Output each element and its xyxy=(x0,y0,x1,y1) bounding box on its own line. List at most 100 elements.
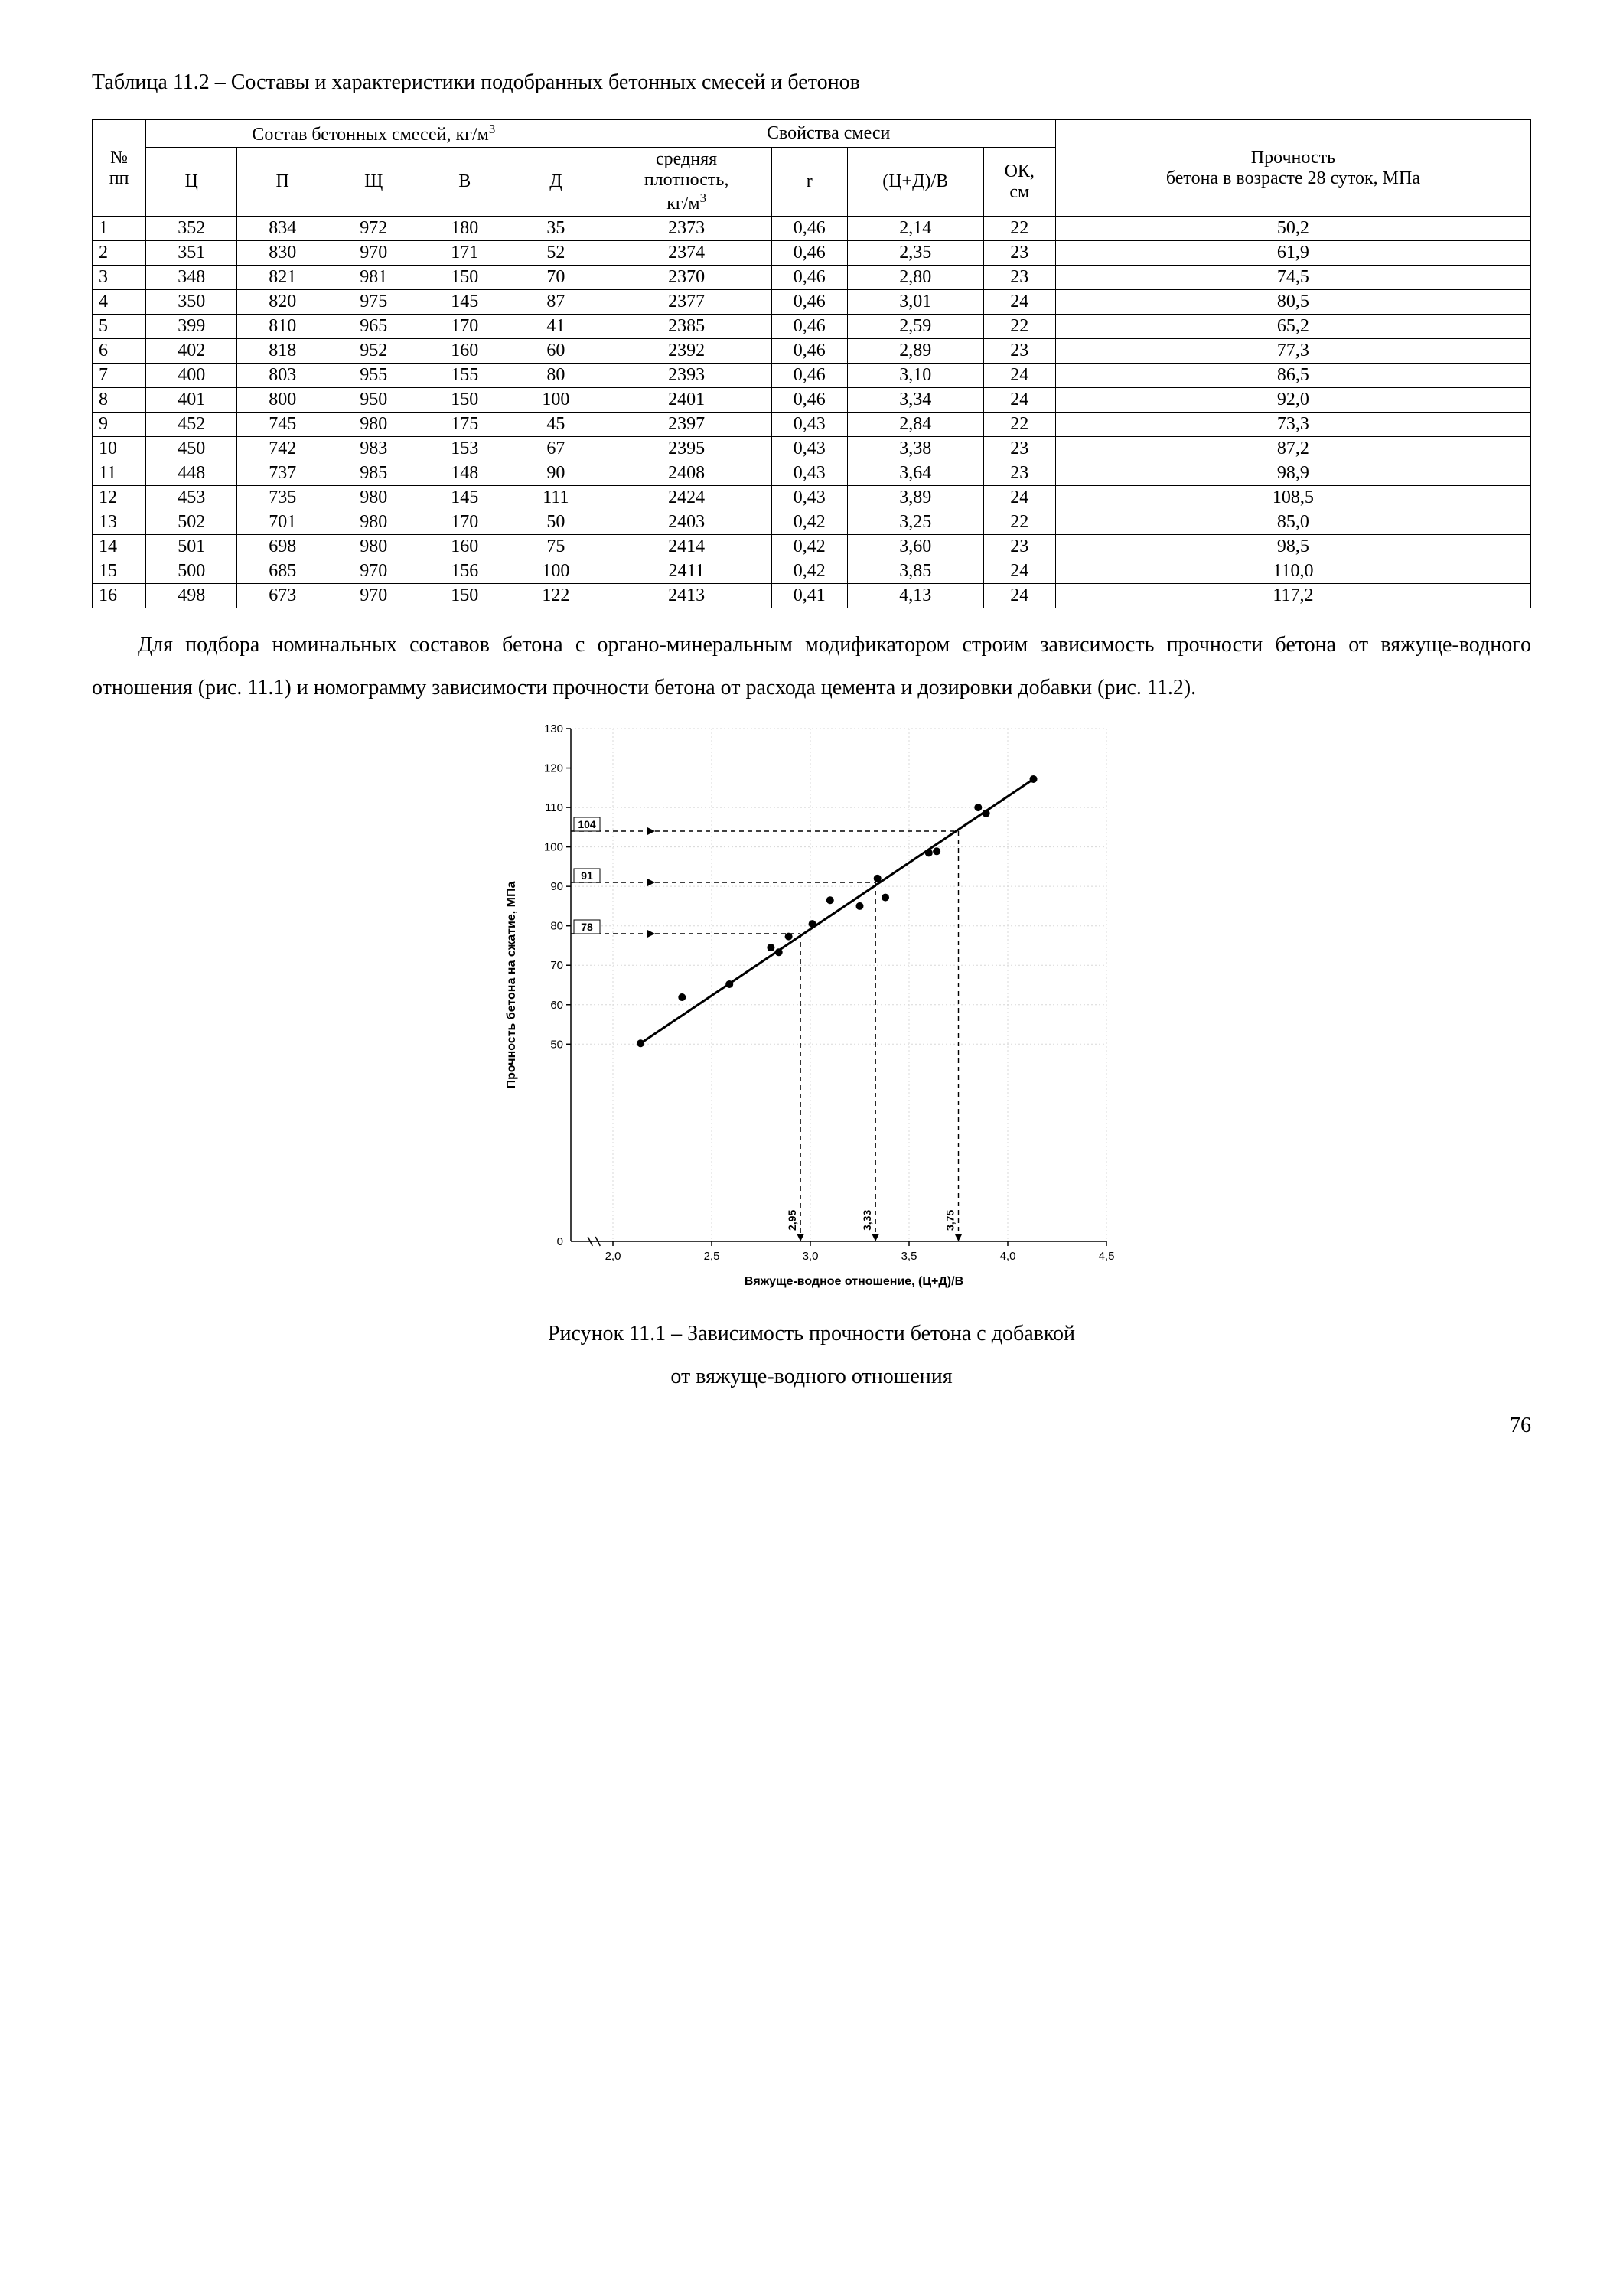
table-cell: 23 xyxy=(983,241,1055,266)
table-row: 1245373598014511124240,433,8924108,5 xyxy=(93,486,1531,510)
table-cell: 2370 xyxy=(601,266,771,290)
table-cell: 0,46 xyxy=(771,315,847,339)
svg-text:80: 80 xyxy=(550,920,563,933)
table-cell: 348 xyxy=(146,266,237,290)
table-cell: 800 xyxy=(237,388,328,413)
svg-text:3,5: 3,5 xyxy=(901,1250,917,1263)
table-cell: 350 xyxy=(146,290,237,315)
table-cell: 108,5 xyxy=(1055,486,1530,510)
table-cell: 150 xyxy=(419,388,510,413)
table-cell: 0,42 xyxy=(771,535,847,559)
svg-text:0: 0 xyxy=(556,1235,562,1248)
table-cell: 70 xyxy=(510,266,601,290)
table-cell: 85,0 xyxy=(1055,510,1530,535)
svg-text:3,0: 3,0 xyxy=(802,1250,818,1263)
table-cell: 148 xyxy=(419,461,510,486)
table-cell: 830 xyxy=(237,241,328,266)
table-cell: 156 xyxy=(419,559,510,584)
table-cell: 24 xyxy=(983,584,1055,608)
table-cell: 400 xyxy=(146,364,237,388)
table-cell: 970 xyxy=(328,584,419,608)
table-cell: 87,2 xyxy=(1055,437,1530,461)
table-cell: 983 xyxy=(328,437,419,461)
table-cell: 117,2 xyxy=(1055,584,1530,608)
table-cell: 73,3 xyxy=(1055,413,1530,437)
svg-text:100: 100 xyxy=(543,841,562,854)
table-cell: 24 xyxy=(983,388,1055,413)
table-cell: 685 xyxy=(237,559,328,584)
table-cell: 0,42 xyxy=(771,559,847,584)
table-cell: 352 xyxy=(146,217,237,241)
table-cell: 2408 xyxy=(601,461,771,486)
table-row: 114487379851489024080,433,642398,9 xyxy=(93,461,1531,486)
table-cell: 701 xyxy=(237,510,328,535)
table-cell: 402 xyxy=(146,339,237,364)
table-cell: 122 xyxy=(510,584,601,608)
svg-text:90: 90 xyxy=(550,880,563,893)
table-cell: 2377 xyxy=(601,290,771,315)
table-cell: 0,46 xyxy=(771,266,847,290)
table-cell: 23 xyxy=(983,535,1055,559)
table-cell: 11 xyxy=(93,461,146,486)
table-cell: 4 xyxy=(93,290,146,315)
table-cell: 950 xyxy=(328,388,419,413)
table-cell: 52 xyxy=(510,241,601,266)
table-cell: 24 xyxy=(983,486,1055,510)
table-cell: 2401 xyxy=(601,388,771,413)
table-cell: 0,41 xyxy=(771,584,847,608)
table-cell: 2,14 xyxy=(847,217,983,241)
table-cell: 742 xyxy=(237,437,328,461)
table-cell: 180 xyxy=(419,217,510,241)
col-ok: ОК,см xyxy=(983,148,1055,217)
col-sh: Щ xyxy=(328,148,419,217)
table-cell: 955 xyxy=(328,364,419,388)
table-cell: 3,25 xyxy=(847,510,983,535)
table-cell: 452 xyxy=(146,413,237,437)
table-cell: 501 xyxy=(146,535,237,559)
table-cell: 13 xyxy=(93,510,146,535)
table-cell: 23 xyxy=(983,339,1055,364)
table-cell: 2424 xyxy=(601,486,771,510)
table-cell: 818 xyxy=(237,339,328,364)
table-row: 13528349721803523730,462,142250,2 xyxy=(93,217,1531,241)
table-cell: 22 xyxy=(983,413,1055,437)
table-cell: 448 xyxy=(146,461,237,486)
table-cell: 834 xyxy=(237,217,328,241)
table-cell: 980 xyxy=(328,413,419,437)
table-cell: 22 xyxy=(983,510,1055,535)
svg-text:104: 104 xyxy=(578,818,596,830)
table-cell: 86,5 xyxy=(1055,364,1530,388)
svg-text:Прочность бетона на сжатие, МП: Прочность бетона на сжатие, МПа xyxy=(505,882,518,1089)
scatter-chart: 506070809010011012013002,02,53,03,54,04,… xyxy=(498,717,1126,1299)
col-r: r xyxy=(771,148,847,217)
table-row: 94527459801754523970,432,842273,3 xyxy=(93,413,1531,437)
table-cell: 41 xyxy=(510,315,601,339)
table-cell: 170 xyxy=(419,315,510,339)
table-cell: 453 xyxy=(146,486,237,510)
table-cell: 3,34 xyxy=(847,388,983,413)
table-cell: 153 xyxy=(419,437,510,461)
table-cell: 3,64 xyxy=(847,461,983,486)
table-cell: 90 xyxy=(510,461,601,486)
table-cell: 2,84 xyxy=(847,413,983,437)
table-cell: 401 xyxy=(146,388,237,413)
table-cell: 2403 xyxy=(601,510,771,535)
table-row: 135027019801705024030,423,252285,0 xyxy=(93,510,1531,535)
table-cell: 22 xyxy=(983,315,1055,339)
table-cell: 160 xyxy=(419,339,510,364)
svg-text:Вяжуще-водное отношение, (Ц+Д): Вяжуще-водное отношение, (Ц+Д)/В xyxy=(744,1275,963,1288)
table-cell: 24 xyxy=(983,559,1055,584)
table-cell: 737 xyxy=(237,461,328,486)
table-row: 33488219811507023700,462,802374,5 xyxy=(93,266,1531,290)
table-cell: 14 xyxy=(93,535,146,559)
table-cell: 2395 xyxy=(601,437,771,461)
table-cell: 3,85 xyxy=(847,559,983,584)
table-cell: 92,0 xyxy=(1055,388,1530,413)
table-cell: 61,9 xyxy=(1055,241,1530,266)
svg-text:2,0: 2,0 xyxy=(605,1250,621,1263)
table-cell: 735 xyxy=(237,486,328,510)
table-cell: 3,01 xyxy=(847,290,983,315)
svg-text:3,33: 3,33 xyxy=(861,1210,873,1231)
table-cell: 2397 xyxy=(601,413,771,437)
table-cell: 2393 xyxy=(601,364,771,388)
